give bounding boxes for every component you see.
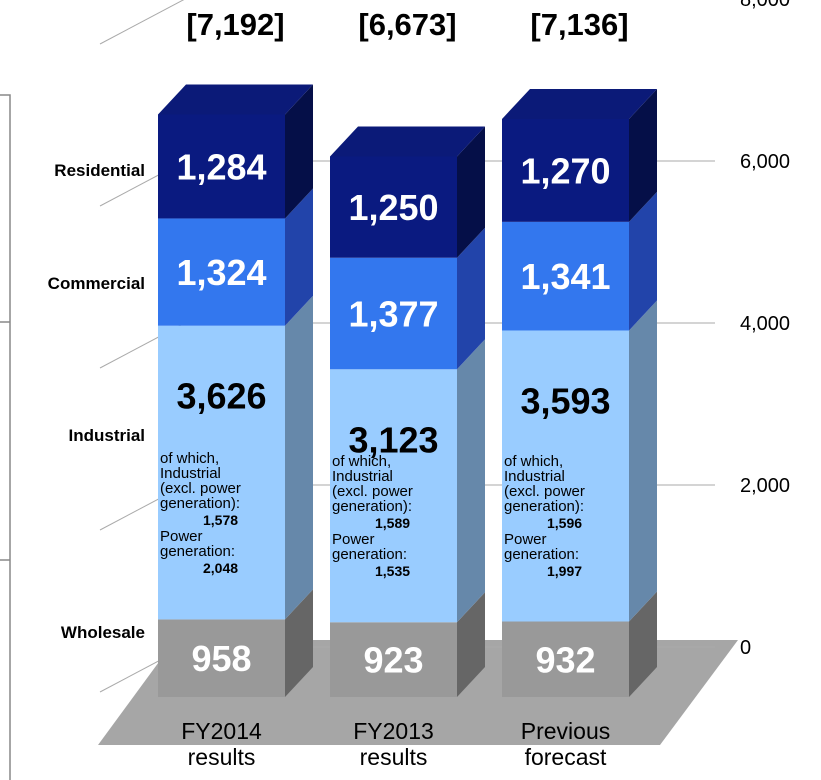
bar-side — [457, 592, 485, 697]
bar-segment — [158, 619, 285, 697]
bar-segment — [502, 118, 629, 222]
data-label: 1,284 — [176, 146, 266, 187]
breakdown-value: 1,589 — [375, 515, 411, 532]
bar-side — [457, 227, 485, 370]
breakdown-value: 1,578 — [203, 512, 239, 529]
bar-segment — [502, 621, 629, 697]
y-tick-label: 0 — [740, 637, 751, 659]
x-tick-label: FY2014 results — [181, 718, 262, 771]
bar-side — [629, 191, 657, 331]
breakdown-text: of which, Industrial (excl. power genera… — [332, 453, 413, 516]
data-label: 3,123 — [348, 419, 438, 460]
bar-segment — [158, 218, 285, 326]
legend-label: Commercial — [48, 274, 145, 293]
bar-side — [285, 84, 313, 219]
bar-top — [330, 126, 485, 157]
legend-label: Industrial — [68, 426, 145, 445]
bar-side — [285, 589, 313, 697]
y-tick-label: 2,000 — [740, 475, 790, 497]
bracket — [0, 94, 11, 780]
breakdown-text: Power generation: — [332, 531, 408, 564]
bar-segment — [158, 325, 285, 620]
bar-side — [457, 339, 485, 623]
y-tick-label: 6,000 — [740, 151, 790, 173]
bar-side — [629, 300, 657, 622]
bar-side — [457, 126, 485, 258]
bar-segment — [330, 156, 457, 258]
data-label: 958 — [191, 638, 251, 679]
y-tick-label: 8,000 — [740, 0, 790, 11]
breakdown-value: 1,596 — [547, 514, 583, 531]
data-label: 3,626 — [176, 376, 266, 417]
breakdown-text: Power generation: — [504, 530, 580, 563]
breakdown-text: Power generation: — [160, 528, 236, 561]
legend-label: Wholesale — [61, 623, 145, 642]
data-label: 932 — [535, 639, 595, 680]
breakdown-text: of which, Industrial (excl. power genera… — [160, 450, 241, 513]
legend-label: Residential — [54, 161, 145, 180]
data-label: 1,324 — [176, 252, 266, 293]
data-label: 1,250 — [348, 187, 438, 228]
x-tick-label: FY2013 results — [353, 718, 434, 771]
bar-side — [285, 188, 313, 326]
bar-segment — [330, 369, 457, 623]
breakdown-text: of which, Industrial (excl. power genera… — [504, 452, 585, 515]
bar-segment — [330, 257, 457, 370]
y-tick-label: 4,000 — [740, 313, 790, 335]
grid-line — [99, 0, 185, 45]
data-label: 923 — [363, 640, 423, 681]
data-label: 1,341 — [520, 256, 610, 297]
bar-side — [285, 295, 313, 620]
bar-segment — [158, 114, 285, 219]
data-label: 1,377 — [348, 294, 438, 335]
total-label: [7,192] — [186, 7, 284, 42]
bar-side — [629, 88, 657, 222]
total-label: [6,673] — [358, 7, 456, 42]
bar-top — [158, 84, 313, 115]
total-label: [7,136] — [530, 7, 628, 42]
bar-segment — [502, 221, 629, 331]
bar-top — [502, 88, 657, 119]
breakdown-value: 2,048 — [203, 560, 239, 577]
breakdown-value: 1,997 — [547, 562, 583, 579]
bar-side — [629, 591, 657, 697]
bar-segment — [330, 622, 457, 697]
data-label: 1,270 — [520, 150, 610, 191]
bar-segment — [502, 330, 629, 622]
breakdown-value: 1,535 — [375, 563, 411, 580]
data-label: 3,593 — [520, 380, 610, 421]
x-tick-label: Previous forecast — [520, 718, 611, 771]
